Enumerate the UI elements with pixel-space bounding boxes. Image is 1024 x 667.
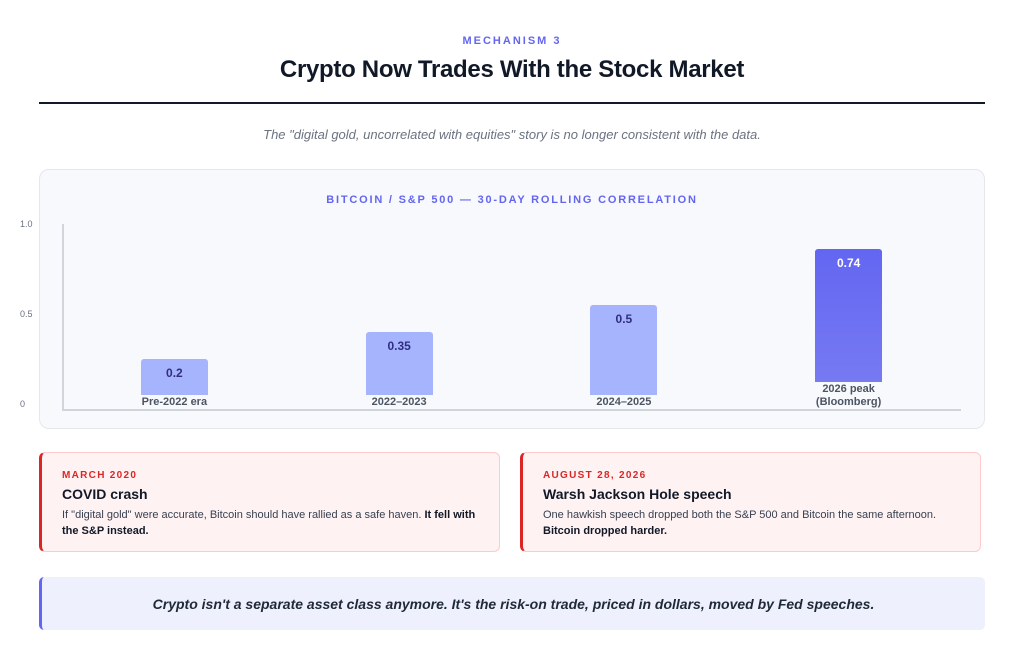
callout: Crypto isn't a separate asset class anym… [39, 577, 985, 630]
bar: 0.5 [590, 305, 658, 395]
x-axis [62, 409, 961, 411]
page-title: Crypto Now Trades With the Stock Market [279, 56, 745, 83]
subtitle: The "digital gold, uncorrelated with equ… [263, 127, 761, 142]
bar: 0.74 [815, 248, 883, 382]
card-emphasis: Bitcoin dropped harder. [543, 525, 668, 537]
y-tick-label: 1.0 [20, 219, 33, 229]
bar: 0.35 [365, 332, 433, 395]
bar-group: 0.5 2024–2025 [512, 209, 737, 409]
x-tick-label: 2026 peak (Bloomberg) [815, 383, 882, 408]
bar: 0.2 [140, 359, 208, 395]
card-label: MARCH 2020 [62, 470, 138, 481]
card: AUGUST 28, 2026 Warsh Jackson Hole speec… [520, 452, 981, 552]
card-body: If "digital gold" were accurate, Bitcoin… [62, 507, 479, 539]
chart-title: BITCOIN / S&P 500 — 30-DAY ROLLING CORRE… [326, 194, 698, 206]
x-tick-label: 2024–2025 [596, 396, 652, 408]
card-title: Warsh Jackson Hole speech [543, 486, 732, 502]
card-label: AUGUST 28, 2026 [543, 470, 647, 481]
bar-group: 0.35 2022–2023 [287, 209, 512, 409]
y-tick-label: 0 [20, 399, 26, 409]
card-title: COVID crash [62, 486, 148, 502]
bar-group: 0.2 Pre-2022 era [62, 209, 287, 409]
y-axis [62, 224, 64, 409]
card: MARCH 2020 COVID crash If "digital gold"… [39, 452, 500, 552]
x-tick-label: 2022–2023 [371, 396, 427, 408]
card-emphasis: It fell with the S&P instead. [62, 509, 476, 537]
card-text: If "digital gold" were accurate, Bitcoin… [62, 509, 422, 521]
y-tick-label: 0.5 [20, 309, 33, 319]
card-body: One hawkish speech dropped both the S&P … [543, 507, 960, 539]
eyebrow: MECHANISM 3 [462, 35, 562, 47]
bar-group: 0.74 2026 peak (Bloomberg) [736, 209, 961, 409]
x-tick-label: Pre-2022 era [141, 396, 208, 408]
divider [39, 102, 985, 104]
card-text: One hawkish speech dropped both the S&P … [543, 509, 937, 521]
